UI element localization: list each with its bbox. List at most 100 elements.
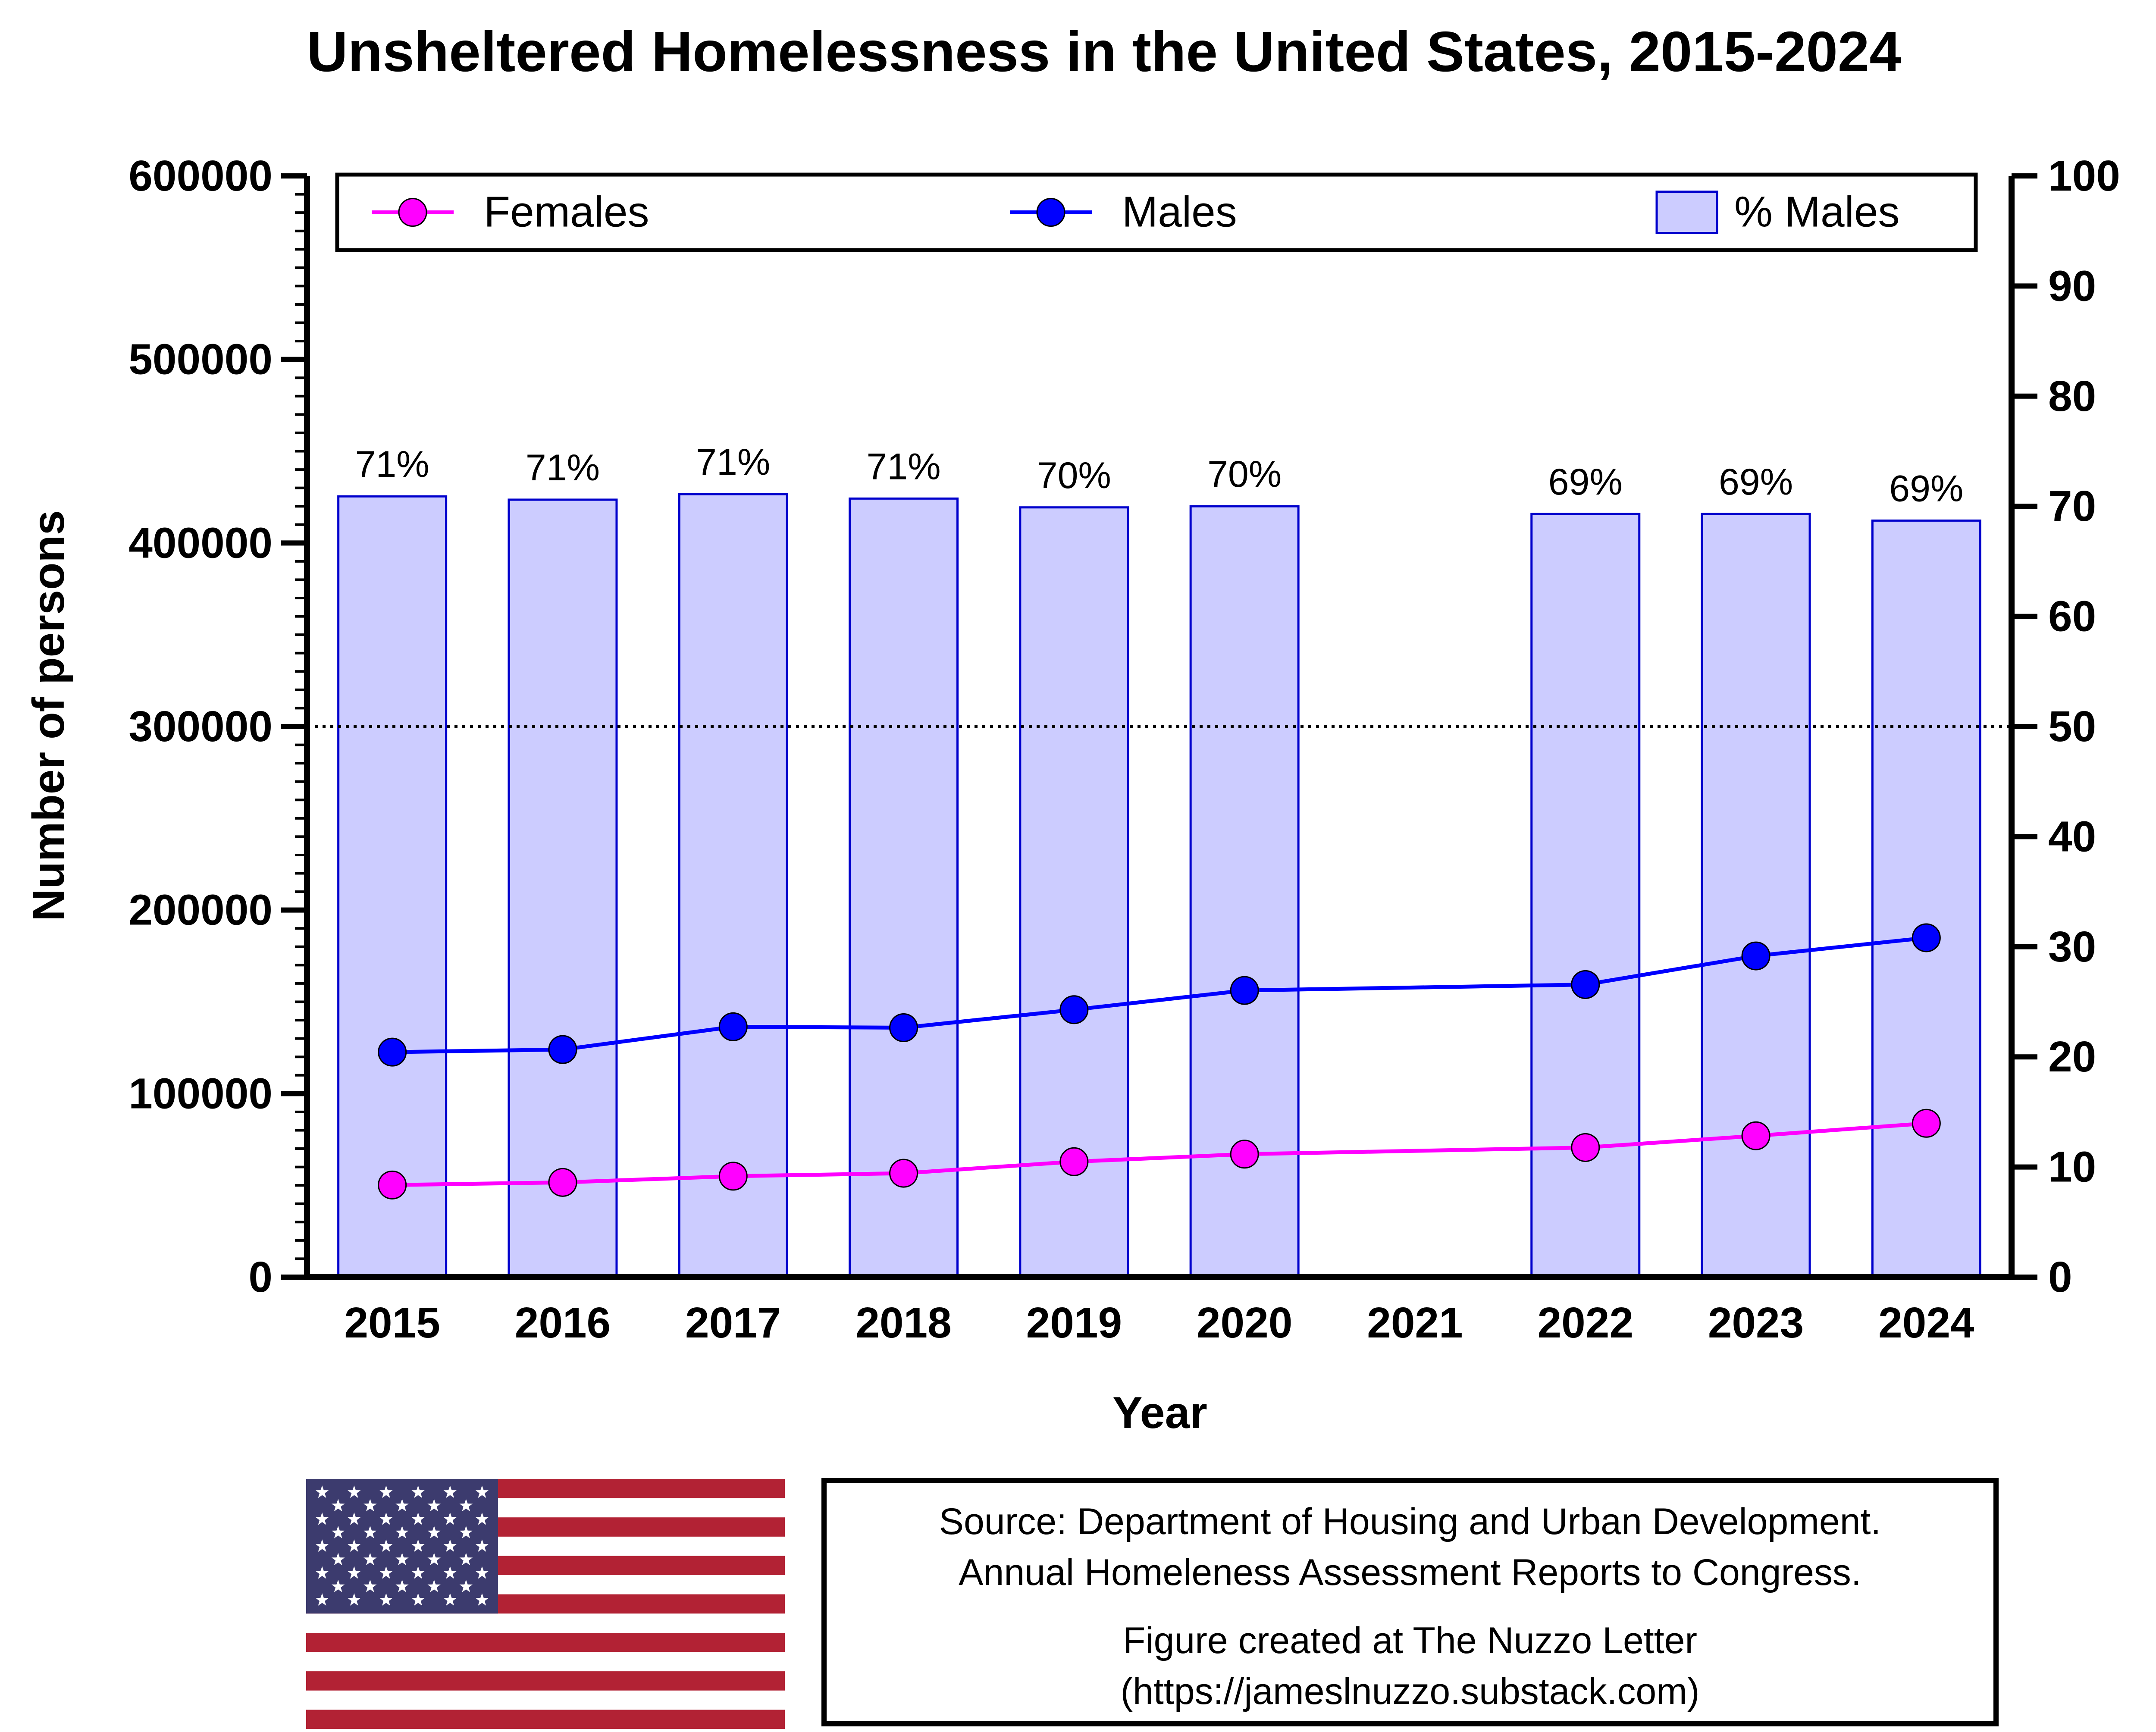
point-females-2020	[1230, 1140, 1259, 1169]
bar-data-label: 71%	[866, 446, 940, 487]
x-tick-label: 2020	[1197, 1299, 1292, 1347]
legend-swatch-marker-females	[398, 198, 427, 227]
credit-url: (https://jameslnuzzo.substack.com)	[1120, 1671, 1700, 1712]
y-tick-label-right: 20	[2048, 1033, 2096, 1081]
flag-star	[427, 1579, 441, 1592]
flag-star	[411, 1593, 425, 1606]
flag-star	[364, 1553, 377, 1566]
flag-star	[348, 1512, 361, 1525]
line-females	[392, 1121, 1927, 1187]
flag-star	[395, 1525, 409, 1538]
y-tick-label-left: 300000	[128, 702, 273, 751]
y-axis-label-left: Number of persons	[24, 510, 74, 921]
y-tick-label-right: 100	[2048, 152, 2120, 200]
bar-pct-males-2020	[1189, 505, 1300, 1278]
y-tick-label-right: 10	[2048, 1143, 2096, 1191]
flag-star	[315, 1512, 329, 1525]
flag-star	[331, 1499, 345, 1512]
legend-box	[335, 172, 1978, 252]
flag-star	[379, 1512, 393, 1525]
flag-star	[315, 1539, 329, 1552]
source-line: Source: Department of Housing and Urban …	[939, 1501, 1881, 1542]
flag-star	[459, 1525, 473, 1538]
flag-star	[315, 1485, 329, 1498]
bar-pct-males-2016	[508, 498, 618, 1278]
point-females-2016	[548, 1168, 577, 1197]
x-tick-label: 2017	[685, 1299, 781, 1347]
bar-data-label: 69%	[1548, 461, 1623, 503]
point-females-2017	[718, 1162, 748, 1191]
legend-label-males: Males	[1122, 188, 1237, 236]
y-tick-label-left: 400000	[128, 519, 273, 567]
y-tick-label-left: 0	[248, 1253, 273, 1301]
flag-star	[348, 1485, 361, 1498]
flag-star	[364, 1499, 377, 1512]
flag-star	[348, 1593, 361, 1606]
flag-star	[379, 1593, 393, 1606]
lines-layer	[378, 923, 1941, 1200]
source-line: Annual Homeleness Assessment Reports to …	[959, 1552, 1861, 1593]
legend-label-males: % Males	[1734, 188, 1899, 236]
bar-pct-males-2022	[1530, 513, 1641, 1278]
bar-pct-males-2017	[678, 493, 788, 1278]
flag-star	[411, 1512, 425, 1525]
y-tick-label-left: 200000	[128, 886, 273, 934]
flag-star	[315, 1566, 329, 1579]
bar-pct-males-2024	[1871, 519, 1981, 1278]
y-tick-label-right: 80	[2048, 372, 2096, 420]
point-females-2015	[378, 1170, 407, 1200]
point-females-2022	[1571, 1133, 1600, 1162]
point-females-2024	[1912, 1109, 1941, 1138]
legend: Females Males % Males	[335, 172, 1978, 252]
flag-star	[427, 1499, 441, 1512]
flag-star	[475, 1512, 489, 1525]
y-tick-label-right: 30	[2048, 923, 2096, 971]
flag-star	[331, 1525, 345, 1538]
x-tick-label: 2023	[1708, 1299, 1804, 1347]
chart-title: Unsheltered Homelessness in the United S…	[307, 20, 1901, 83]
chart: Unsheltered Homelessness in the United S…	[24, 20, 2156, 1438]
y-tick-label-left: 500000	[128, 335, 273, 384]
point-males-2016	[548, 1035, 577, 1064]
flag-star	[475, 1539, 489, 1552]
flag-stripe	[306, 1632, 785, 1653]
flag-star	[379, 1539, 393, 1552]
flag-stripe	[306, 1671, 785, 1691]
bar-data-label: 71%	[355, 444, 429, 485]
y-tick-label-right: 0	[2048, 1253, 2072, 1301]
flag-star	[348, 1539, 361, 1552]
flag-star	[459, 1499, 473, 1512]
flag-star	[427, 1553, 441, 1566]
x-tick-label: 2016	[515, 1299, 611, 1347]
point-males-2015	[378, 1037, 407, 1067]
flag-star	[443, 1539, 457, 1552]
x-tick-label: 2021	[1367, 1299, 1463, 1347]
y-tick-label-right: 40	[2048, 812, 2096, 861]
point-females-2019	[1059, 1147, 1089, 1176]
credit-line: Figure created at The Nuzzo Letter	[1122, 1620, 1698, 1661]
bar-pct-males-2015	[337, 495, 448, 1278]
axes-layer: 0 100000 200000 300000 400000 500000 600000 0 10…	[128, 152, 2120, 1347]
flag-star	[459, 1579, 473, 1592]
x-tick-label: 2018	[856, 1299, 951, 1347]
flag-star	[331, 1553, 345, 1566]
y-tick-label-right: 70	[2048, 482, 2096, 530]
point-males-2017	[718, 1012, 748, 1041]
point-females-2023	[1741, 1121, 1771, 1150]
flag-star	[443, 1485, 457, 1498]
point-males-2022	[1571, 970, 1600, 999]
y-tick-label-left: 100000	[128, 1069, 273, 1118]
x-tick-label: 2015	[344, 1299, 440, 1347]
y-tick-label-right: 50	[2048, 702, 2096, 751]
legend-swatch-bar-males	[1655, 191, 1718, 234]
flag-star	[364, 1579, 377, 1592]
point-males-2023	[1741, 941, 1771, 971]
source-box: Source: Department of Housing and Urban …	[821, 1478, 1999, 1726]
flag-star	[379, 1485, 393, 1498]
flag-star	[348, 1566, 361, 1579]
legend-swatch-marker-males	[1036, 198, 1065, 227]
x-tick-label: 2022	[1538, 1299, 1633, 1347]
flag-star	[475, 1566, 489, 1579]
bar-data-label: 69%	[1889, 468, 1963, 509]
point-females-2018	[889, 1159, 918, 1188]
